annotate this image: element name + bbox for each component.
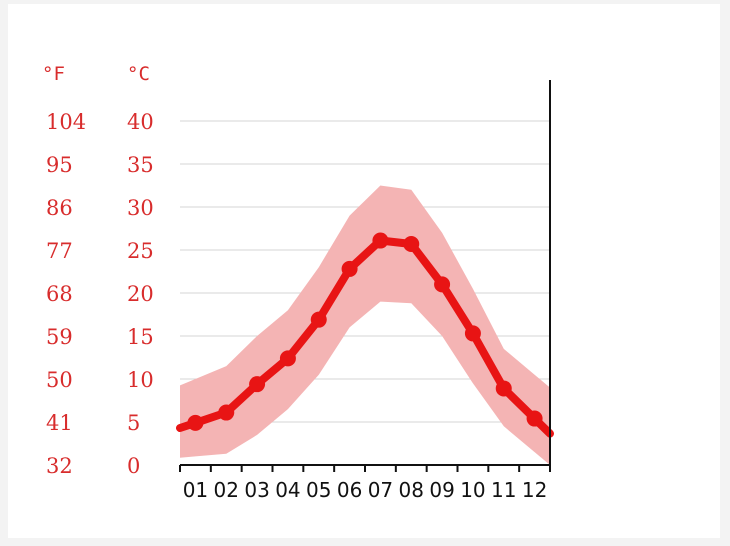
celsius-tick-label: 15	[127, 325, 154, 349]
fahrenheit-tick-label: 59	[46, 325, 73, 349]
min-max-range-band	[180, 185, 550, 465]
celsius-tick-label: 10	[127, 368, 154, 392]
range-band-layer	[180, 185, 550, 465]
month-label: 03	[244, 478, 269, 502]
celsius-tick-label: 35	[127, 153, 154, 177]
celsius-tick-label: 30	[127, 196, 154, 220]
mean-temperature-point	[464, 325, 481, 342]
mean-temperature-point	[279, 350, 296, 367]
mean-temperature-point	[187, 414, 204, 431]
month-label: 04	[275, 478, 300, 502]
fahrenheit-tick-label: 68	[46, 282, 73, 306]
month-label: 02	[214, 478, 239, 502]
fahrenheit-tick-label: 77	[46, 239, 73, 263]
celsius-tick-label: 5	[127, 411, 140, 435]
month-label: 06	[337, 478, 362, 502]
mean-temperature-point	[218, 404, 235, 421]
fahrenheit-tick-label: 50	[46, 368, 73, 392]
mean-temperature-point	[310, 311, 327, 328]
unit-celsius-label: °C	[127, 63, 150, 85]
fahrenheit-tick-label: 104	[46, 110, 86, 134]
fahrenheit-tick-label: 32	[46, 454, 73, 478]
mean-temperature-point	[434, 276, 451, 293]
fahrenheit-tick-label: 86	[46, 196, 73, 220]
month-label: 08	[399, 478, 424, 502]
mean-temperature-point	[249, 376, 266, 393]
celsius-tick-label: 40	[127, 110, 154, 134]
mean-temperature-point	[403, 235, 420, 252]
fahrenheit-tick-label: 95	[46, 153, 73, 177]
mean-temperature-point	[526, 410, 543, 427]
month-label: 05	[306, 478, 331, 502]
celsius-tick-label: 20	[127, 282, 154, 306]
celsius-tick-label: 0	[127, 454, 140, 478]
month-label: 09	[429, 478, 454, 502]
unit-fahrenheit-label: °F	[42, 63, 65, 85]
month-label: 01	[183, 478, 208, 502]
axis-layer	[179, 80, 551, 472]
fahrenheit-tick-label: 41	[46, 411, 73, 435]
mean-temperature-point	[495, 380, 512, 397]
celsius-tick-label: 25	[127, 239, 154, 263]
mean-line-layer	[176, 232, 554, 438]
mean-temperature-point	[341, 260, 358, 277]
label-layer: °F °C 0 32 5 41 10 50 15 59 20 68 25 77 30 86 35 95 40 10…	[42, 63, 547, 502]
month-label: 12	[522, 478, 547, 502]
month-label: 11	[491, 478, 516, 502]
month-label: 07	[368, 478, 393, 502]
mean-temperature-point	[372, 232, 389, 249]
month-label: 10	[460, 478, 485, 502]
